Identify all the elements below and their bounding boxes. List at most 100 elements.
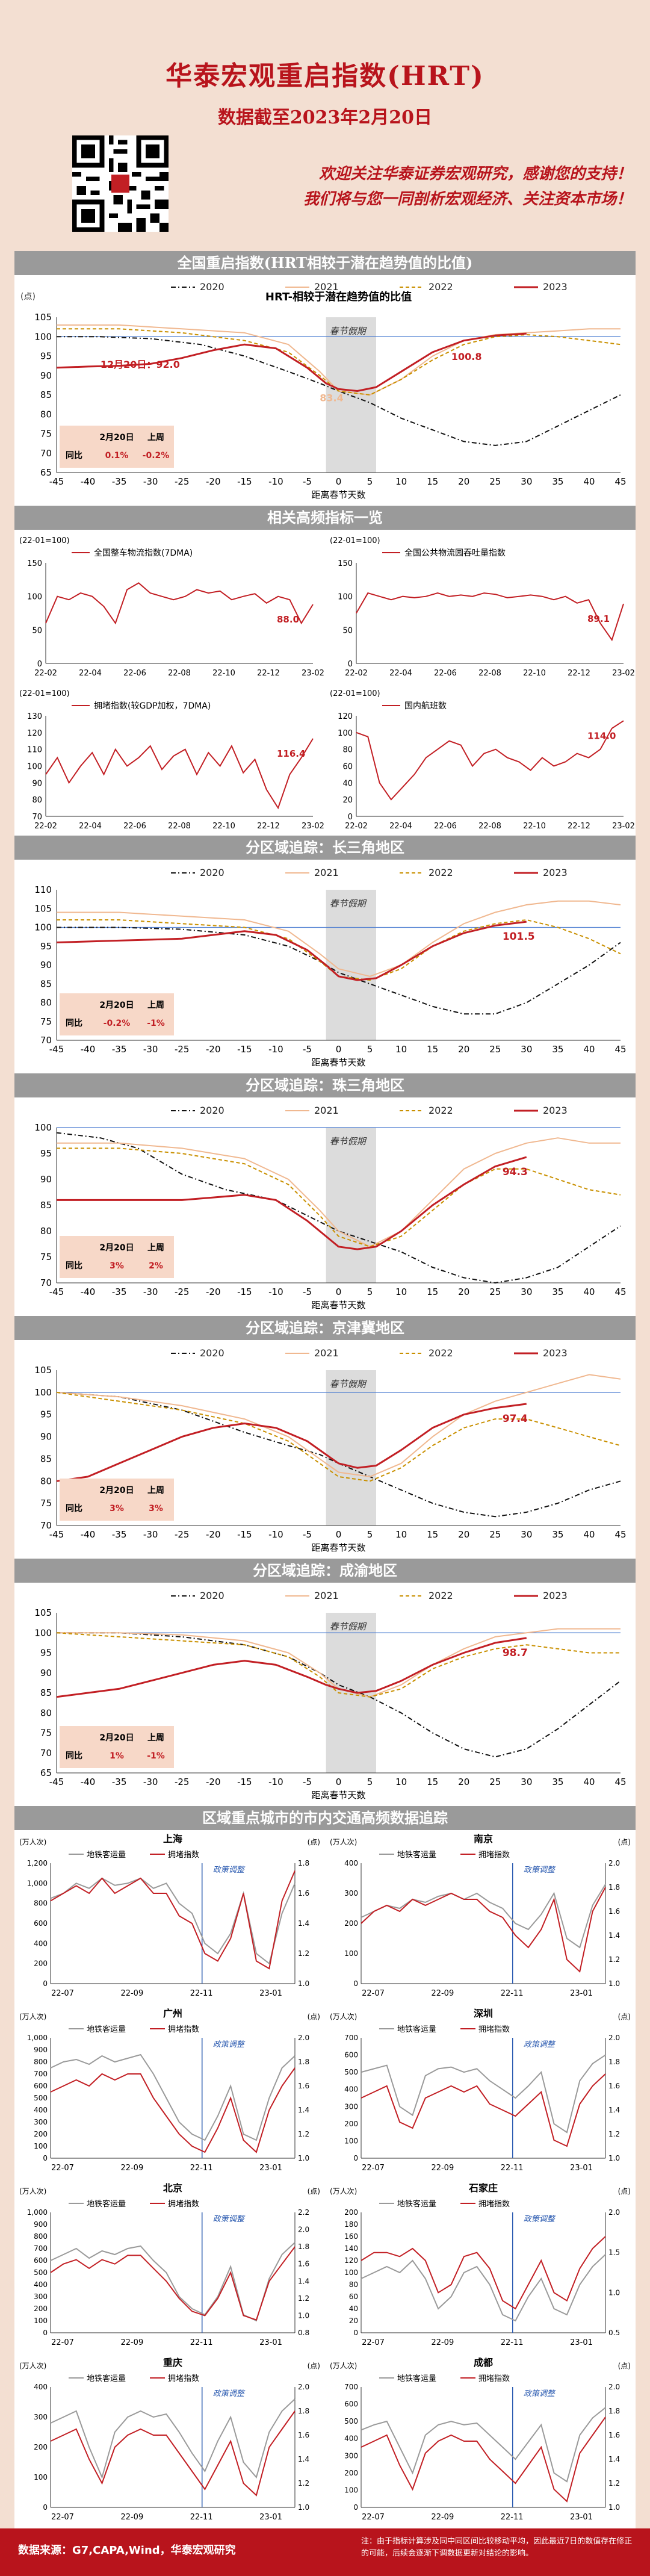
series-line-metro	[361, 2407, 606, 2483]
legend-label-metro: 地铁客运量	[87, 2199, 126, 2209]
legend-label-congestion: 拥堵指数	[478, 2374, 510, 2383]
y-tick-label: 80	[40, 998, 52, 1008]
yoy-value-current: 3%	[110, 1261, 124, 1271]
y2-tick-label: 1.2	[608, 2130, 620, 2138]
y-tick-label: 85	[40, 390, 52, 400]
series-line-2020	[57, 926, 621, 1015]
y-tick-label: 70	[40, 1035, 52, 1046]
x-tick-label: 10	[395, 1777, 407, 1787]
y2-axis-label: (点)	[618, 2362, 631, 2370]
y-tick-label: 200	[34, 2443, 48, 2451]
y-tick-label: 140	[344, 2244, 358, 2253]
legend-label-2020: 2020	[200, 1590, 224, 1601]
legend-label-congestion: 拥堵指数	[478, 2200, 510, 2209]
legend-label-metro: 地铁客运量	[397, 2374, 436, 2383]
legend-label-congestion: 拥堵指数	[168, 2200, 199, 2209]
section-header-national: 全国重启指数(HRT相较于潜在趋势值的比值)	[14, 251, 636, 275]
y-tick-label: 110	[27, 746, 42, 755]
y-tick-label: 20	[349, 2317, 358, 2325]
x-tick-label: 22-07	[362, 2164, 385, 2173]
y-tick-label: 95	[40, 1648, 52, 1659]
y-tick-label: 80	[40, 409, 52, 420]
y-tick-label: 100	[34, 2317, 48, 2325]
chengdu-chart: 成都 (万人次) (点) 地铁客运量 拥堵指数 0 100 200 300 400 500 600 70…	[330, 2357, 631, 2522]
y-axis-label: (万人次)	[330, 2187, 357, 2196]
y2-tick-label: 1.0	[298, 2154, 309, 2162]
legend-label-2020: 2020	[200, 1347, 224, 1359]
x-tick-label: 22-08	[168, 822, 191, 831]
x-tick-label: 22-11	[501, 1989, 524, 1998]
y-tick-label: 300	[344, 2102, 358, 2111]
y-tick-label: 75	[40, 429, 52, 439]
y-tick-label: 95	[40, 1148, 52, 1159]
x-tick-label: -10	[268, 1529, 283, 1540]
y2-tick-label: 1.0	[298, 2503, 309, 2512]
y2-tick-label: 1.2	[298, 2479, 309, 2488]
yoy-value-lastweek: -1%	[147, 1751, 165, 1761]
x-tick-label: 22-11	[501, 2164, 524, 2173]
y-tick-label: 100	[338, 729, 353, 738]
y-tick-label: 300	[34, 2413, 48, 2421]
x-tick-label: 23-02	[302, 822, 324, 831]
policy-label: 政策调整	[524, 2389, 556, 2398]
y2-tick-label: 0.8	[298, 2329, 309, 2337]
y-tick-label: 200	[344, 2208, 358, 2217]
x-tick-label: 30	[521, 476, 532, 487]
x-tick-label: 20	[458, 1777, 469, 1787]
y-tick-label: 800	[34, 1899, 48, 1908]
y-axis-label: (22-01=100)	[19, 536, 70, 545]
x-tick-label: 22-07	[51, 2513, 74, 2522]
congestion-chart: (22-01=100) 拥堵指数(较GDP加权，7DMA) 70 80 90 100 110…	[19, 689, 324, 831]
x-tick-label: 40	[583, 476, 595, 487]
y-tick-label: 400	[344, 2435, 358, 2443]
y-axis-label: (点)	[20, 292, 36, 302]
y2-tick-label: 1.4	[298, 1919, 309, 1928]
series-line-metro	[361, 2054, 606, 2134]
x-tick-label: 40	[583, 1777, 595, 1787]
y-tick-label: 70	[40, 1277, 52, 1288]
x-tick-label: -45	[49, 1777, 64, 1787]
y-tick-label: 300	[34, 2118, 48, 2126]
y-axis-label: (万人次)	[19, 2187, 46, 2196]
series-line-congestion	[361, 2073, 606, 2147]
x-tick-label: -10	[268, 1777, 283, 1787]
x-tick-label: 0	[336, 1529, 342, 1540]
x-tick-label: -10	[268, 476, 283, 487]
welcome-text: 欢迎关注华泰证券宏观研究，感谢您的支持！ 我们将与您一同剖析宏观经济、关注资本市…	[253, 161, 632, 212]
y-tick-label: 105	[34, 312, 52, 323]
series-line-2021	[57, 1628, 621, 1698]
y-tick-label: 60	[349, 2292, 358, 2301]
legend-label: 全国整车物流指数(7DMA)	[94, 548, 193, 558]
yoy-value-current: -0.2%	[104, 1019, 131, 1028]
y-tick-label: 100	[34, 922, 52, 933]
y-axis-label: (22-01=100)	[19, 689, 70, 698]
y2-tick-label: 1.8	[298, 2407, 309, 2415]
section-header-cities: 区域重点城市的市内交通高频数据追踪	[14, 1806, 636, 1830]
y-tick-label: 130	[27, 712, 42, 721]
y-tick-label: 200	[34, 1960, 48, 1968]
x-tick-label: -30	[143, 1777, 158, 1787]
x-tick-label: -20	[206, 1777, 221, 1787]
footer-source: 数据来源：G7,CAPA,Wind，华泰宏观研究	[18, 2544, 236, 2557]
x-tick-label: 5	[367, 1777, 373, 1787]
x-tick-label: 22-09	[431, 2513, 454, 2522]
x-tick-label: 22-07	[362, 1989, 385, 1998]
x-tick-label: -10	[268, 1044, 283, 1055]
legend-label-2021: 2021	[314, 867, 339, 878]
x-tick-label: 40	[583, 1529, 595, 1540]
y-tick-label: 700	[344, 2034, 358, 2042]
y-tick-label: 85	[40, 1200, 52, 1211]
y2-tick-label: 1.2	[298, 2294, 309, 2303]
x-tick-label: 22-07	[362, 2513, 385, 2522]
y2-axis-label: (点)	[618, 1838, 631, 1846]
x-tick-label: 5	[367, 1286, 373, 1297]
x-tick-label: 5	[367, 1529, 373, 1540]
y2-tick-label: 1.6	[608, 2082, 620, 2090]
x-tick-label: -25	[175, 1777, 190, 1787]
city-title: 上海	[163, 1833, 182, 1845]
x-tick-label: 45	[614, 1529, 626, 1540]
y-tick-label: 85	[40, 1687, 52, 1698]
yoy-row-label: 同比	[66, 1261, 82, 1271]
x-tick-label: -35	[112, 1044, 127, 1055]
x-tick-label: 22-12	[257, 669, 280, 678]
